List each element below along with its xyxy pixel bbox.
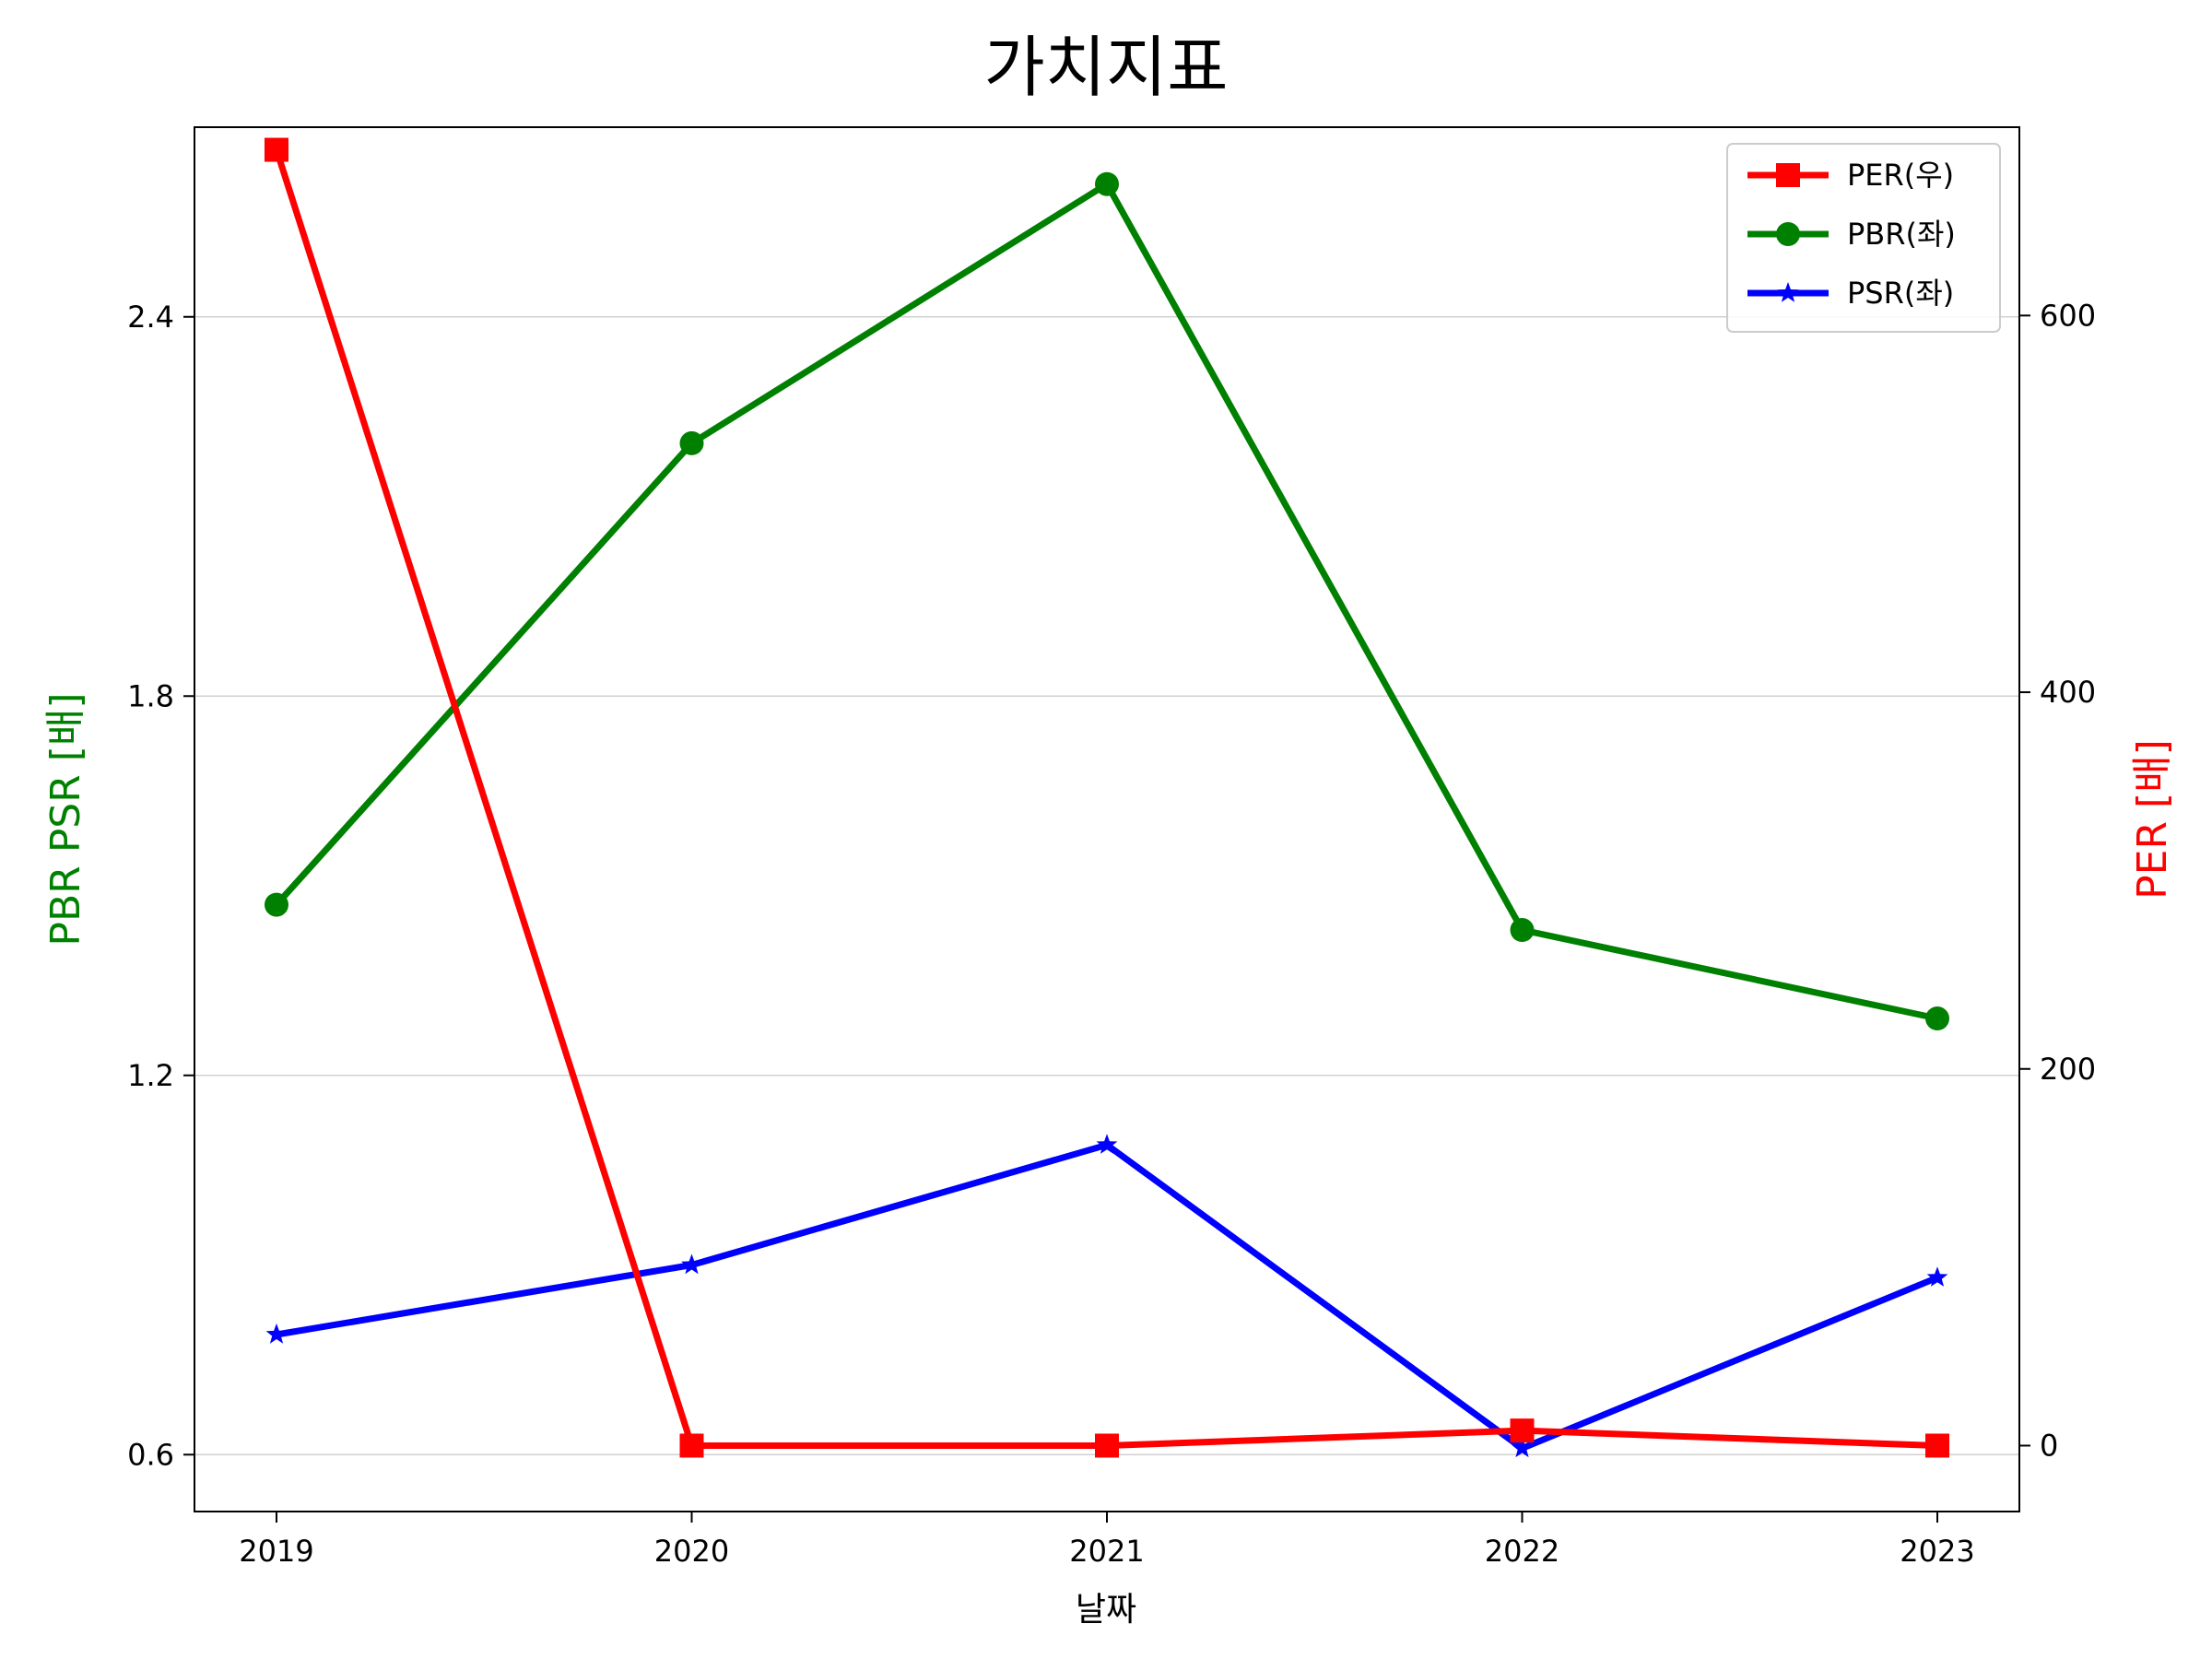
per-point [1925, 1433, 1949, 1458]
legend-per-label: PER(우) [1847, 158, 1954, 193]
x-tick-label: 2021 [1069, 1534, 1144, 1569]
per-series [265, 137, 1949, 1458]
pbr-point [1510, 918, 1535, 943]
psr-point [1512, 1437, 1533, 1458]
per-point [1510, 1418, 1535, 1443]
x-tick-label: 2020 [654, 1534, 729, 1569]
per-point [679, 1433, 704, 1458]
right-y-tick-label: 600 [2040, 298, 2096, 333]
x-axis-label: 날짜 [1076, 1591, 1136, 1629]
legend: PER(우) PBR(좌) PSR(좌) [1726, 143, 2001, 333]
psr-point [681, 1253, 702, 1275]
right-y-tick-label: 200 [2040, 1052, 2096, 1087]
pbr-point [1925, 1006, 1949, 1031]
pbr-point [265, 892, 288, 917]
right-y-tick-label: 0 [2040, 1428, 2058, 1463]
left-y-tick-label: 0.6 [127, 1437, 174, 1472]
legend-frame [1726, 143, 2001, 333]
pbr-series [265, 171, 1949, 1031]
right-y-axis-label: PER [배] [2129, 739, 2176, 900]
right-y-axis-ticks: 0 200 400 600 [2019, 298, 2096, 1463]
psr-point [1926, 1266, 1948, 1287]
psr-point [265, 1324, 288, 1344]
legend-psr-marker [1777, 282, 1799, 302]
per-point [1095, 1433, 1119, 1458]
left-y-axis-label: PBR PSR [배] [42, 692, 89, 946]
legend-pbr-label: PBR(좌) [1847, 217, 1956, 252]
pbr-point [1095, 171, 1119, 196]
chart-title: 가치지표 [984, 29, 1229, 106]
psr-point [1096, 1134, 1118, 1154]
pbr-point [679, 430, 704, 455]
left-y-axis-ticks: 0.6 1.2 1.8 2.4 [127, 300, 194, 1472]
legend-psr-label: PSR(좌) [1847, 276, 1954, 311]
x-axis-ticks: 2019 2020 2021 2022 2023 [239, 1512, 1975, 1569]
psr-series [265, 1134, 1948, 1458]
right-y-tick-label: 400 [2040, 675, 2096, 710]
x-tick-label: 2023 [1900, 1534, 1974, 1569]
x-tick-label: 2019 [239, 1534, 313, 1569]
gridlines [194, 316, 2019, 1456]
left-y-tick-label: 2.4 [127, 300, 174, 335]
x-tick-label: 2022 [1485, 1534, 1559, 1569]
left-y-tick-label: 1.2 [127, 1058, 174, 1093]
legend-per-marker [1776, 163, 1800, 187]
legend-pbr-marker [1776, 222, 1800, 246]
series-layer [265, 137, 1949, 1458]
left-y-tick-label: 1.8 [127, 678, 174, 713]
per-point [265, 137, 288, 162]
